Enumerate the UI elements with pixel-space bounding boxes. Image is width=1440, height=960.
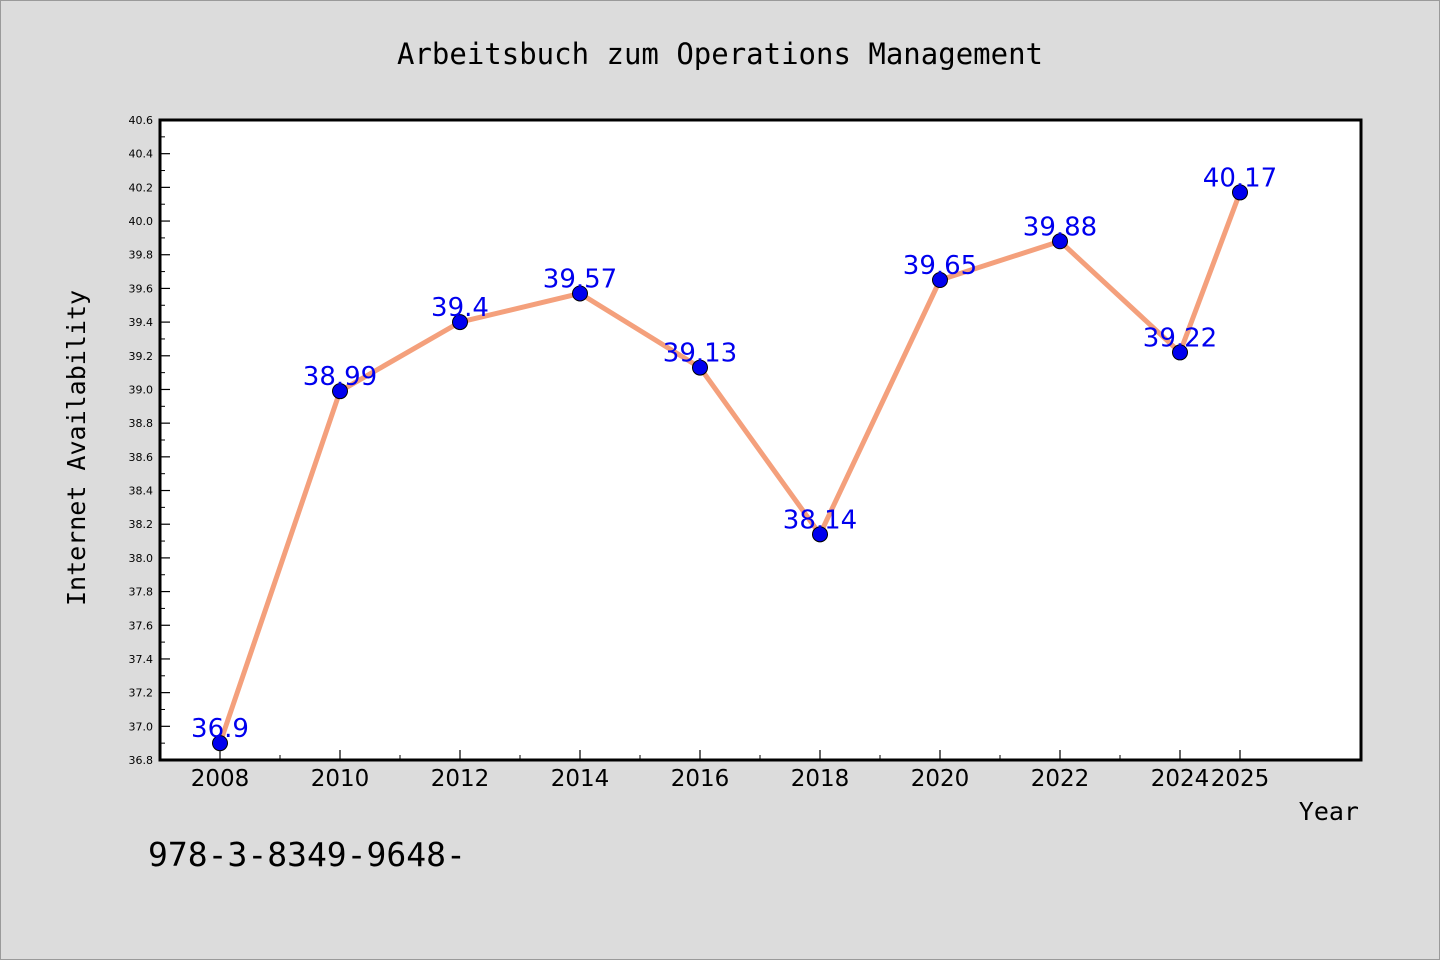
y-tick-label: 38.4: [129, 485, 154, 498]
data-label: 39.22: [1143, 323, 1217, 353]
data-label: 38.14: [783, 505, 857, 535]
y-tick-label: 39.6: [129, 282, 154, 295]
data-label: 39.57: [543, 264, 617, 294]
x-tick-label: 2020: [911, 766, 970, 792]
data-label: 39.13: [663, 339, 737, 369]
y-tick-label: 40.0: [129, 215, 154, 228]
data-point: [212, 735, 228, 752]
chart-title: Arbeitsbuch zum Operations Management: [397, 37, 1043, 71]
data-point: [692, 359, 708, 376]
series-line: [217, 189, 1243, 746]
data-label: 38.99: [303, 362, 377, 392]
x-tick-label: 2024: [1151, 766, 1210, 792]
y-tick-label: 38.0: [129, 552, 154, 565]
data-point: [932, 272, 948, 288]
y-tick-label: 37.6: [129, 619, 154, 632]
data-label: 40.17: [1203, 163, 1277, 193]
y-tick-label: 37.8: [129, 586, 154, 599]
data-point: [1232, 184, 1248, 201]
x-tick-label: 2022: [1031, 766, 1090, 792]
data-point: [332, 383, 348, 400]
plot-area: [158, 118, 1363, 762]
y-tick-label: 39.0: [129, 383, 154, 396]
data-point: [452, 314, 468, 331]
y-tick-label: 36.8: [129, 754, 154, 767]
x-tick-label: 2010: [311, 766, 370, 792]
data-point: [812, 526, 828, 543]
x-tick-label: 2025: [1211, 766, 1270, 792]
y-tick-label: 37.0: [129, 720, 154, 733]
data-point: [1172, 344, 1188, 361]
y-tick-label: 38.8: [129, 417, 154, 430]
y-tick-label: 39.4: [129, 316, 154, 329]
data-label: 36.9: [191, 714, 249, 744]
x-tick-label: 2008: [191, 766, 250, 792]
y-tick-label: 39.8: [129, 249, 154, 262]
x-tick-label: 2016: [671, 766, 730, 792]
y-tick-label: 38.6: [129, 451, 154, 464]
markers-layer: [212, 184, 1248, 752]
data-label: 39.4: [431, 293, 489, 323]
y-tick-label: 37.2: [129, 687, 154, 700]
x-axis-label: Year: [1299, 797, 1359, 826]
x-tick-label: 2012: [431, 766, 490, 792]
y-axis-label: Internet Availability: [62, 290, 91, 606]
y-tick-label: 38.2: [129, 518, 154, 531]
y-tick-label: 40.2: [129, 181, 154, 194]
data-labels-layer: 36.9 38.99 39.4 39.57 39.13 38.14 39.65 39.88 39…: [191, 163, 1277, 744]
series-line-layer: [217, 189, 1243, 746]
y-tick-label: 40.6: [129, 114, 154, 127]
y-tick-label: 37.4: [129, 653, 154, 666]
y-axis: 36.8 37.0 37.2 37.4 37.6 37.8 38.0 38.2 38.4 38.6…: [129, 114, 170, 767]
data-point: [1052, 233, 1068, 250]
data-label: 39.65: [903, 251, 977, 281]
y-tick-label: 40.4: [129, 148, 154, 161]
data-point: [572, 285, 588, 302]
x-tick-label: 2018: [791, 766, 850, 792]
x-tick-label: 2014: [551, 766, 610, 792]
x-axis: 2008 2010 2012 2014 2016 2018 2020 2022 2024 2025: [191, 750, 1270, 792]
data-label: 39.88: [1023, 212, 1097, 242]
y-tick-label: 39.2: [129, 350, 154, 363]
footnote: 978-3-8349-9648-: [148, 835, 466, 874]
